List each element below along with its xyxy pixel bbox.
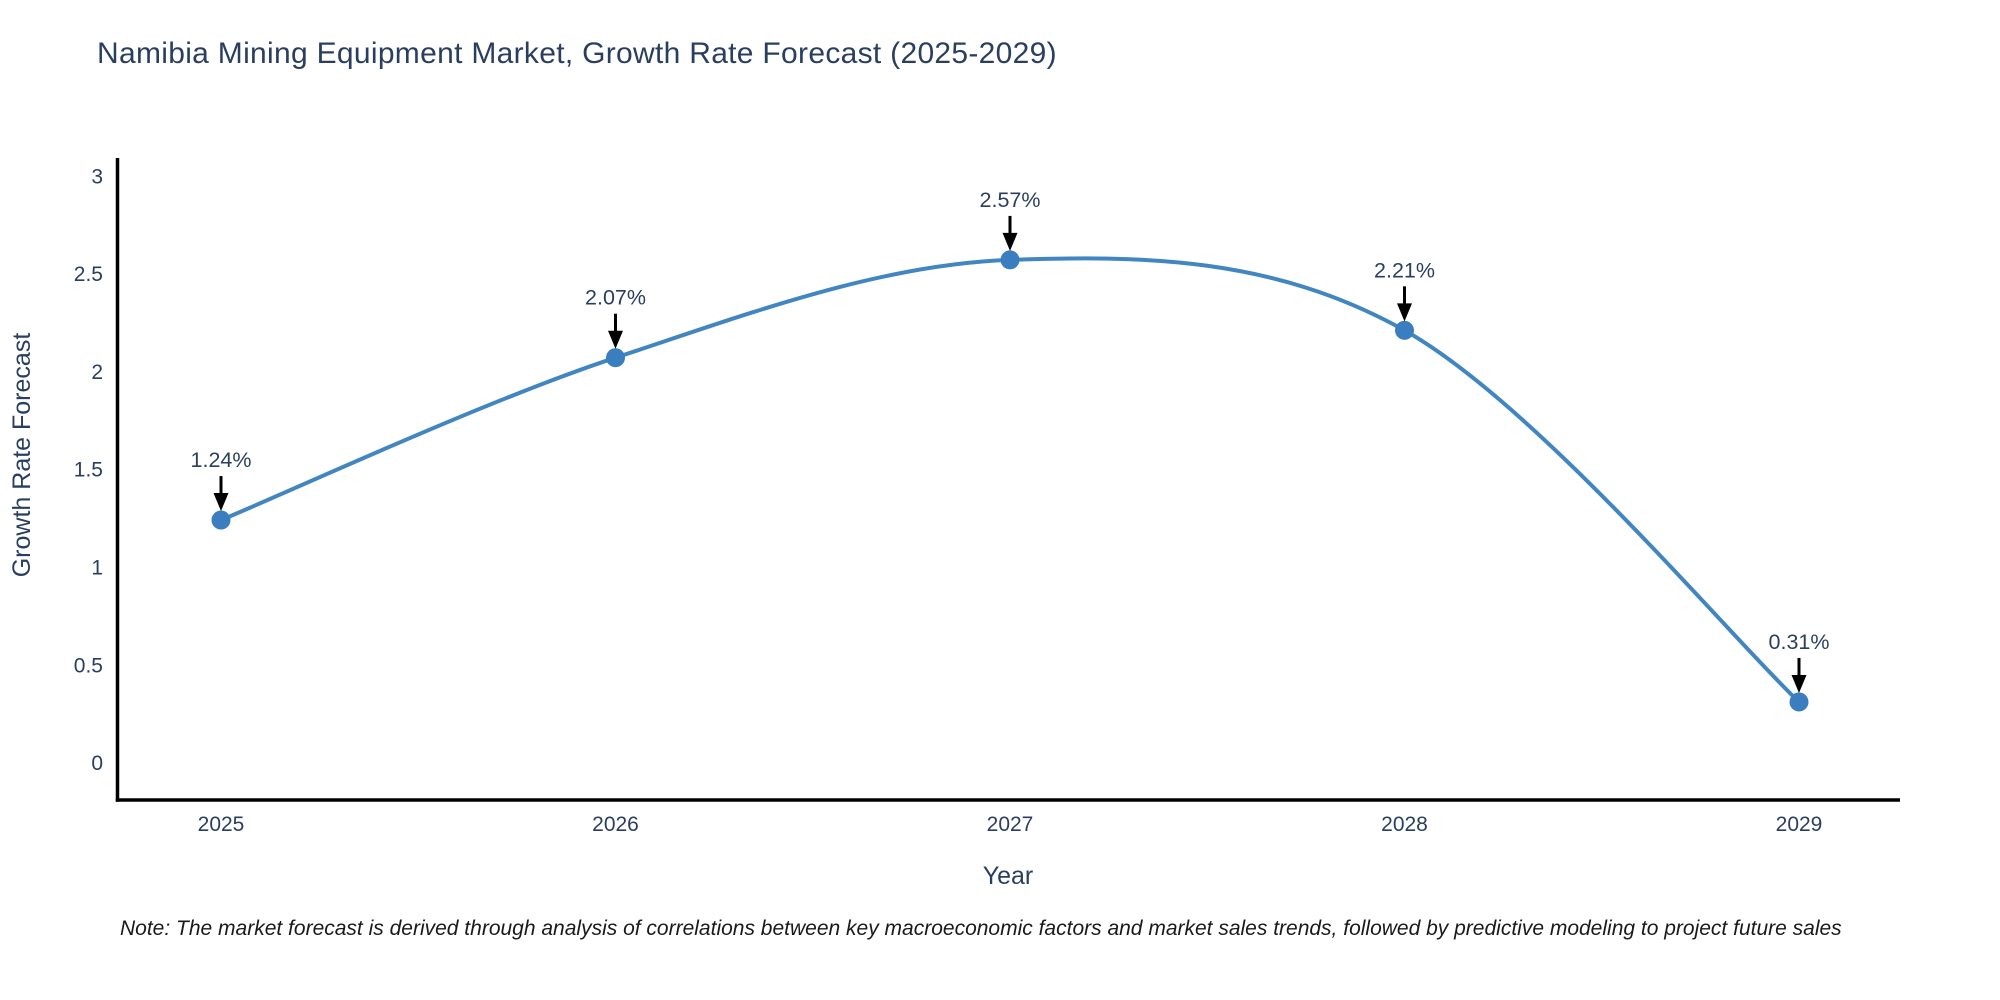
chart-title: Namibia Mining Equipment Market, Growth … — [97, 37, 1057, 70]
y-tick-label-1: 1 — [91, 557, 103, 580]
data-point-2029 — [1789, 692, 1809, 712]
annotation-label-2027: 2.57% — [980, 188, 1041, 212]
data-point-2025 — [211, 510, 231, 530]
annotation-label-2025: 1.24% — [191, 448, 252, 472]
x-tick-label-2027: 2027 — [987, 813, 1034, 836]
annotation-arrowhead-2026 — [608, 330, 623, 349]
y-tick-label-2: 2 — [91, 361, 103, 384]
annotation-arrowhead-2025 — [213, 493, 229, 512]
data-point-2026 — [606, 348, 625, 368]
annotation-2027: 2.57% — [980, 188, 1041, 251]
annotation-2028: 2.21% — [1374, 258, 1435, 322]
series-line — [219, 256, 1801, 704]
y-tick-label-0: 0 — [91, 752, 103, 775]
annotation-2025: 1.24% — [191, 448, 252, 512]
y-tick-label-0.5: 0.5 — [74, 654, 103, 677]
x-tick-label-2029: 2029 — [1776, 813, 1823, 836]
annotation-arrowhead-2028 — [1397, 303, 1412, 322]
x-tick-label-2026: 2026 — [592, 813, 639, 836]
footnote: Note: The market forecast is derived thr… — [120, 917, 1842, 940]
annotation-2026: 2.07% — [585, 286, 646, 349]
y-tick-label-2.5: 2.5 — [74, 263, 103, 286]
annotation-label-2028: 2.21% — [1374, 258, 1435, 282]
annotation-arrowhead-2027 — [1002, 232, 1018, 251]
annotation-2029: 0.31% — [1769, 630, 1830, 693]
x-tick-label-2025: 2025 — [198, 813, 245, 836]
annotation-label-2026: 2.07% — [585, 286, 646, 310]
data-point-2027 — [1000, 250, 1020, 270]
y-tick-label-1.5: 1.5 — [74, 459, 103, 482]
x-tick-label-2028: 2028 — [1381, 813, 1428, 836]
annotation-label-2029: 0.31% — [1769, 630, 1830, 654]
y-tick-label-3: 3 — [91, 165, 103, 188]
annotation-arrowhead-2029 — [1791, 674, 1807, 693]
x-axis-title: Year — [983, 862, 1034, 890]
y-axis-title: Growth Rate Forecast — [8, 333, 36, 578]
data-point-2028 — [1395, 320, 1414, 340]
